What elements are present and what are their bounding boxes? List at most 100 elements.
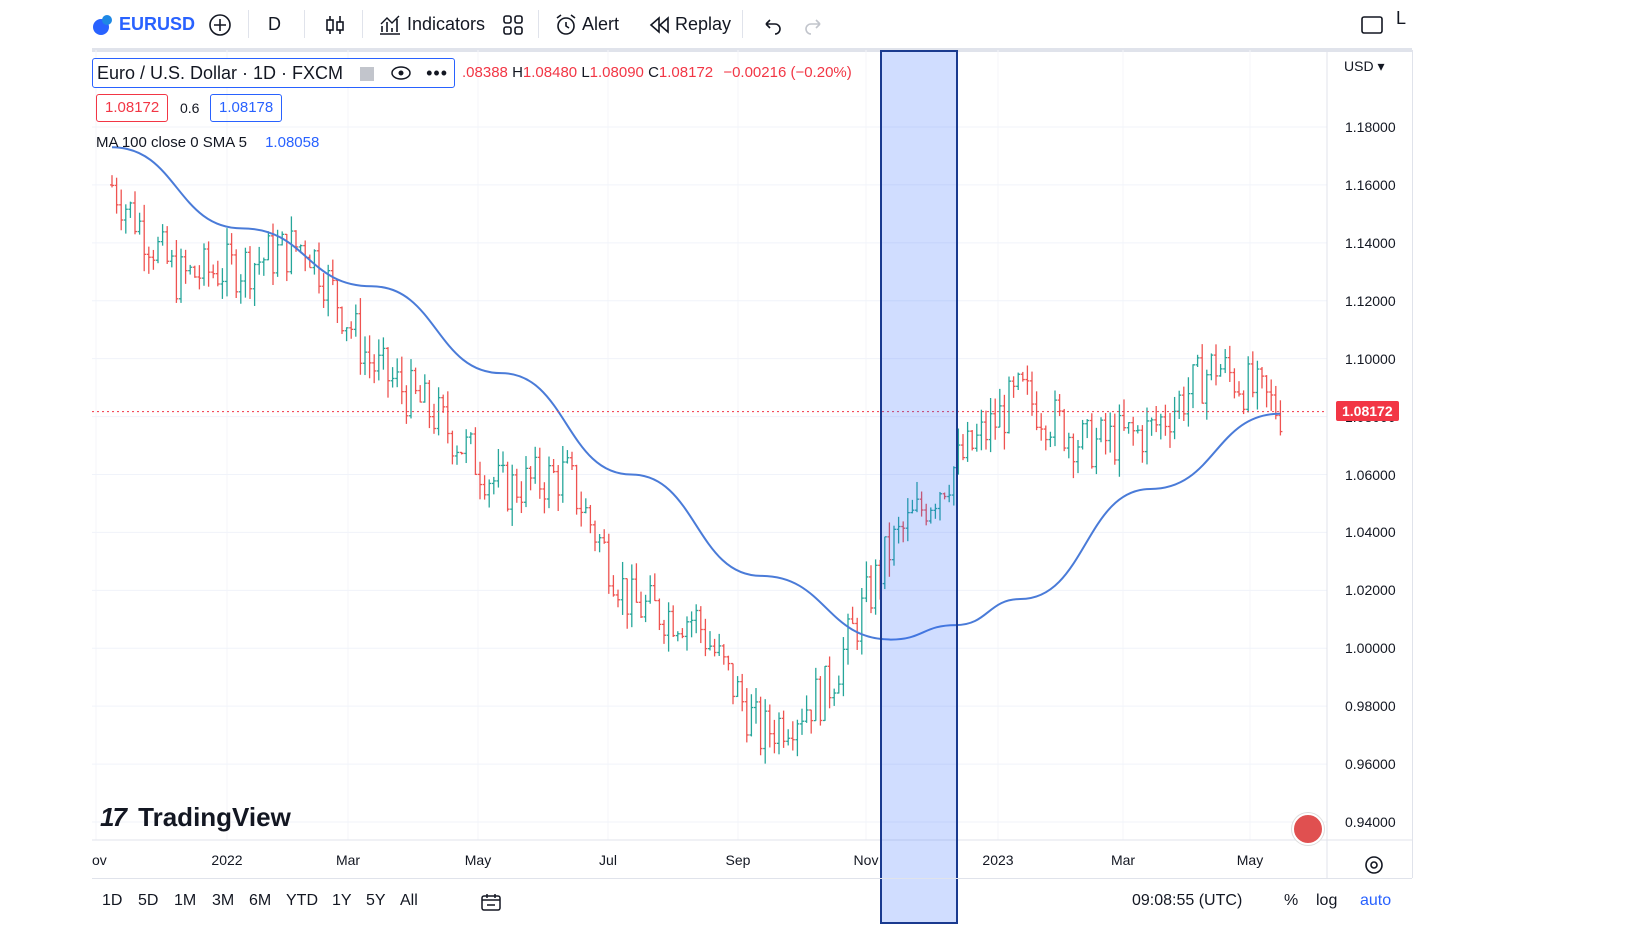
- x-tick-label: Nov: [853, 852, 879, 868]
- price-bar: [639, 591, 643, 619]
- price-bar: [1080, 419, 1085, 450]
- undo-icon[interactable]: [760, 12, 782, 36]
- ma-legend-value: 1.08058: [265, 134, 320, 151]
- price-bar: [1025, 365, 1030, 395]
- price-bar: [211, 264, 216, 279]
- price-bar: [1218, 364, 1223, 377]
- ohlc-low-label: L: [581, 64, 590, 81]
- candles-icon[interactable]: [324, 12, 346, 36]
- price-bar: [735, 676, 740, 698]
- toolbar-right-partial[interactable]: L: [1396, 8, 1407, 28]
- price-bar: [372, 354, 377, 384]
- price-bar: [524, 456, 528, 508]
- ohlc-readout: .08388 H1.08480 L1.08090 C1.08172 −0.002…: [462, 64, 852, 81]
- price-bar: [620, 561, 625, 615]
- price-bar: [1145, 407, 1149, 465]
- price-bar: [984, 410, 988, 450]
- more-icon[interactable]: •••: [426, 63, 448, 83]
- clock-readout[interactable]: 09:08:55 (UTC): [1132, 892, 1243, 909]
- price-bar: [781, 710, 786, 748]
- range-button-3m[interactable]: 3M: [212, 892, 235, 909]
- ohlc-high-label: H: [512, 64, 523, 81]
- price-bar: [905, 498, 910, 542]
- price-bar: [1117, 404, 1122, 477]
- price-bar: [680, 628, 685, 639]
- indicators-button[interactable]: Indicators: [378, 12, 485, 36]
- price-bar: [965, 421, 970, 462]
- price-bar: [266, 231, 271, 261]
- sell-price-button[interactable]: 1.08172: [96, 94, 169, 122]
- goto-date-icon[interactable]: [480, 892, 502, 917]
- x-tick-label: May: [464, 852, 492, 868]
- replay-button[interactable]: Replay: [648, 12, 731, 36]
- price-bar: [422, 374, 427, 403]
- range-button-5y[interactable]: 5Y: [366, 892, 386, 909]
- symbol-search-button[interactable]: EURUSD: [92, 12, 195, 36]
- bottom-toolbar: [92, 878, 1412, 925]
- price-bar: [248, 246, 252, 299]
- price-bar: [602, 529, 607, 544]
- y-tick-label: 1.16000: [1345, 176, 1396, 193]
- price-bar: [238, 274, 243, 304]
- range-button-1y[interactable]: 1Y: [332, 892, 352, 909]
- interval-button[interactable]: D: [268, 14, 281, 34]
- price-bar: [432, 403, 436, 434]
- price-bar: [850, 606, 855, 625]
- percent-toggle[interactable]: %: [1284, 892, 1299, 909]
- price-bar: [418, 385, 423, 403]
- price-bar: [183, 249, 188, 284]
- range-button-5d[interactable]: 5D: [138, 892, 159, 909]
- price-bar: [708, 631, 712, 651]
- fullscreen-icon[interactable]: [1360, 12, 1384, 36]
- axis-settings-icon[interactable]: [1363, 854, 1385, 881]
- templates-icon[interactable]: [502, 12, 524, 36]
- redo-icon[interactable]: [804, 12, 826, 36]
- chart-pane[interactable]: [92, 50, 1413, 878]
- price-bar: [882, 536, 887, 590]
- compare-add-icon[interactable]: [208, 12, 232, 37]
- price-bar: [533, 446, 538, 484]
- range-button-all[interactable]: All: [400, 892, 418, 909]
- range-button-ytd[interactable]: YTD: [286, 892, 318, 909]
- buy-price-button[interactable]: 1.08178: [210, 94, 283, 122]
- price-bar: [836, 675, 841, 694]
- y-tick-label: 1.02000: [1345, 582, 1396, 599]
- ma-legend[interactable]: MA 100 close 0 SMA 5 1.08058: [96, 134, 319, 151]
- tv-mark-icon: 17: [100, 802, 127, 832]
- price-bar: [468, 432, 473, 445]
- top-toolbar: EURUSD D Indicators Alert Replay L: [92, 0, 1412, 52]
- alert-button[interactable]: Alert: [554, 12, 619, 37]
- range-button-1m[interactable]: 1M: [174, 892, 197, 909]
- price-bar: [574, 464, 579, 515]
- price-bar: [510, 464, 515, 526]
- price-bar: [915, 481, 919, 513]
- last-price-label: 1.08172: [1336, 400, 1399, 421]
- currency-selector[interactable]: USD ▾: [1344, 58, 1385, 74]
- eye-icon[interactable]: [391, 64, 411, 84]
- price-bar: [427, 380, 432, 429]
- flag-icon[interactable]: [360, 67, 375, 82]
- auto-toggle[interactable]: auto: [1360, 892, 1392, 909]
- price-bar: [1200, 344, 1205, 404]
- price-bar: [330, 259, 335, 286]
- log-toggle[interactable]: log: [1316, 892, 1338, 909]
- price-bar: [202, 243, 206, 286]
- price-bar: [1227, 345, 1232, 382]
- price-bar: [1108, 412, 1113, 453]
- price-bar: [786, 729, 791, 746]
- legend-title-box[interactable]: Euro / U.S. Dollar · 1D · FXCM •••: [92, 58, 455, 88]
- ohlc-low: 1.08090: [589, 64, 644, 81]
- price-bar: [813, 667, 818, 722]
- price-bar: [767, 704, 772, 748]
- x-tick-label: Sep: [725, 852, 751, 868]
- range-button-6m[interactable]: 6M: [249, 892, 272, 909]
- price-bar: [395, 358, 400, 388]
- price-bar: [675, 631, 680, 642]
- tradingview-logo[interactable]: 17 TradingView: [100, 802, 291, 833]
- alert-label: Alert: [582, 14, 620, 34]
- price-bar: [1278, 400, 1283, 436]
- price-bar: [123, 204, 128, 234]
- range-button-1d[interactable]: 1D: [102, 892, 123, 909]
- x-tick-label: ov: [92, 852, 107, 868]
- price-bar: [261, 257, 266, 276]
